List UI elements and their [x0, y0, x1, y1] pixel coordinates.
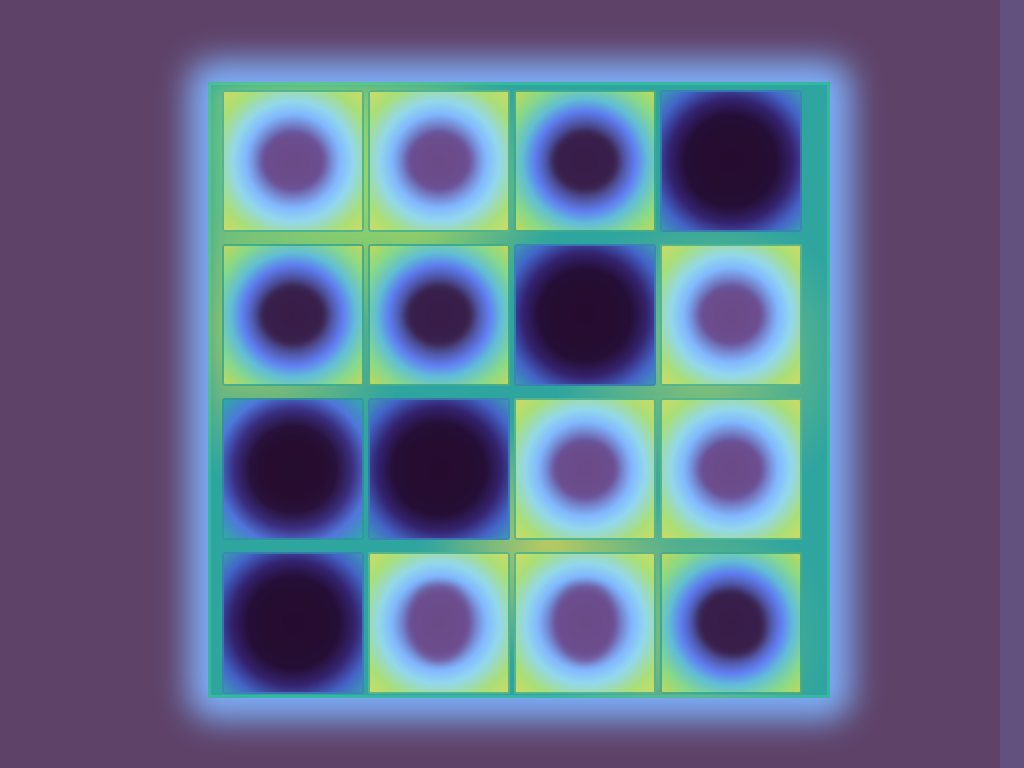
- tile-3-1[interactable]: [222, 398, 364, 540]
- tile-1-3[interactable]: [514, 90, 656, 232]
- tile-2-2-shape: [406, 286, 472, 344]
- tile-3-2-shape: [403, 434, 475, 504]
- tile-4-2-shape: [409, 584, 469, 662]
- tile-4-3-shape: [555, 584, 615, 662]
- tile-2-1-shape: [260, 286, 326, 344]
- tile-3-3-shape: [553, 442, 617, 496]
- tile-2-1[interactable]: [222, 244, 364, 386]
- tile-3-2[interactable]: [368, 398, 510, 540]
- tile-4-3[interactable]: [514, 552, 656, 694]
- tile-1-2[interactable]: [368, 90, 510, 232]
- tile-1-4[interactable]: [660, 90, 802, 232]
- puzzle-board: [208, 82, 830, 698]
- tile-3-3[interactable]: [514, 398, 656, 540]
- tile-3-1-shape: [257, 434, 329, 504]
- tile-2-2[interactable]: [368, 244, 510, 386]
- tile-4-1-shape: [257, 588, 329, 658]
- tile-2-4-shape: [699, 288, 763, 342]
- tile-2-3[interactable]: [514, 244, 656, 386]
- tile-4-1[interactable]: [222, 552, 364, 694]
- tile-3-4[interactable]: [660, 398, 802, 540]
- tile-4-2[interactable]: [368, 552, 510, 694]
- tile-1-1-shape: [261, 134, 325, 188]
- tile-4-4-shape: [697, 590, 765, 656]
- tile-1-3-shape: [552, 132, 618, 190]
- right-edge-strip: [1000, 0, 1024, 768]
- tile-4-4[interactable]: [660, 552, 802, 694]
- tile-1-1[interactable]: [222, 90, 364, 232]
- tile-1-2-shape: [407, 134, 471, 188]
- tile-2-3-shape: [549, 280, 621, 350]
- tile-1-4-shape: [695, 126, 767, 196]
- tile-2-4[interactable]: [660, 244, 802, 386]
- tile-3-4-shape: [699, 442, 763, 496]
